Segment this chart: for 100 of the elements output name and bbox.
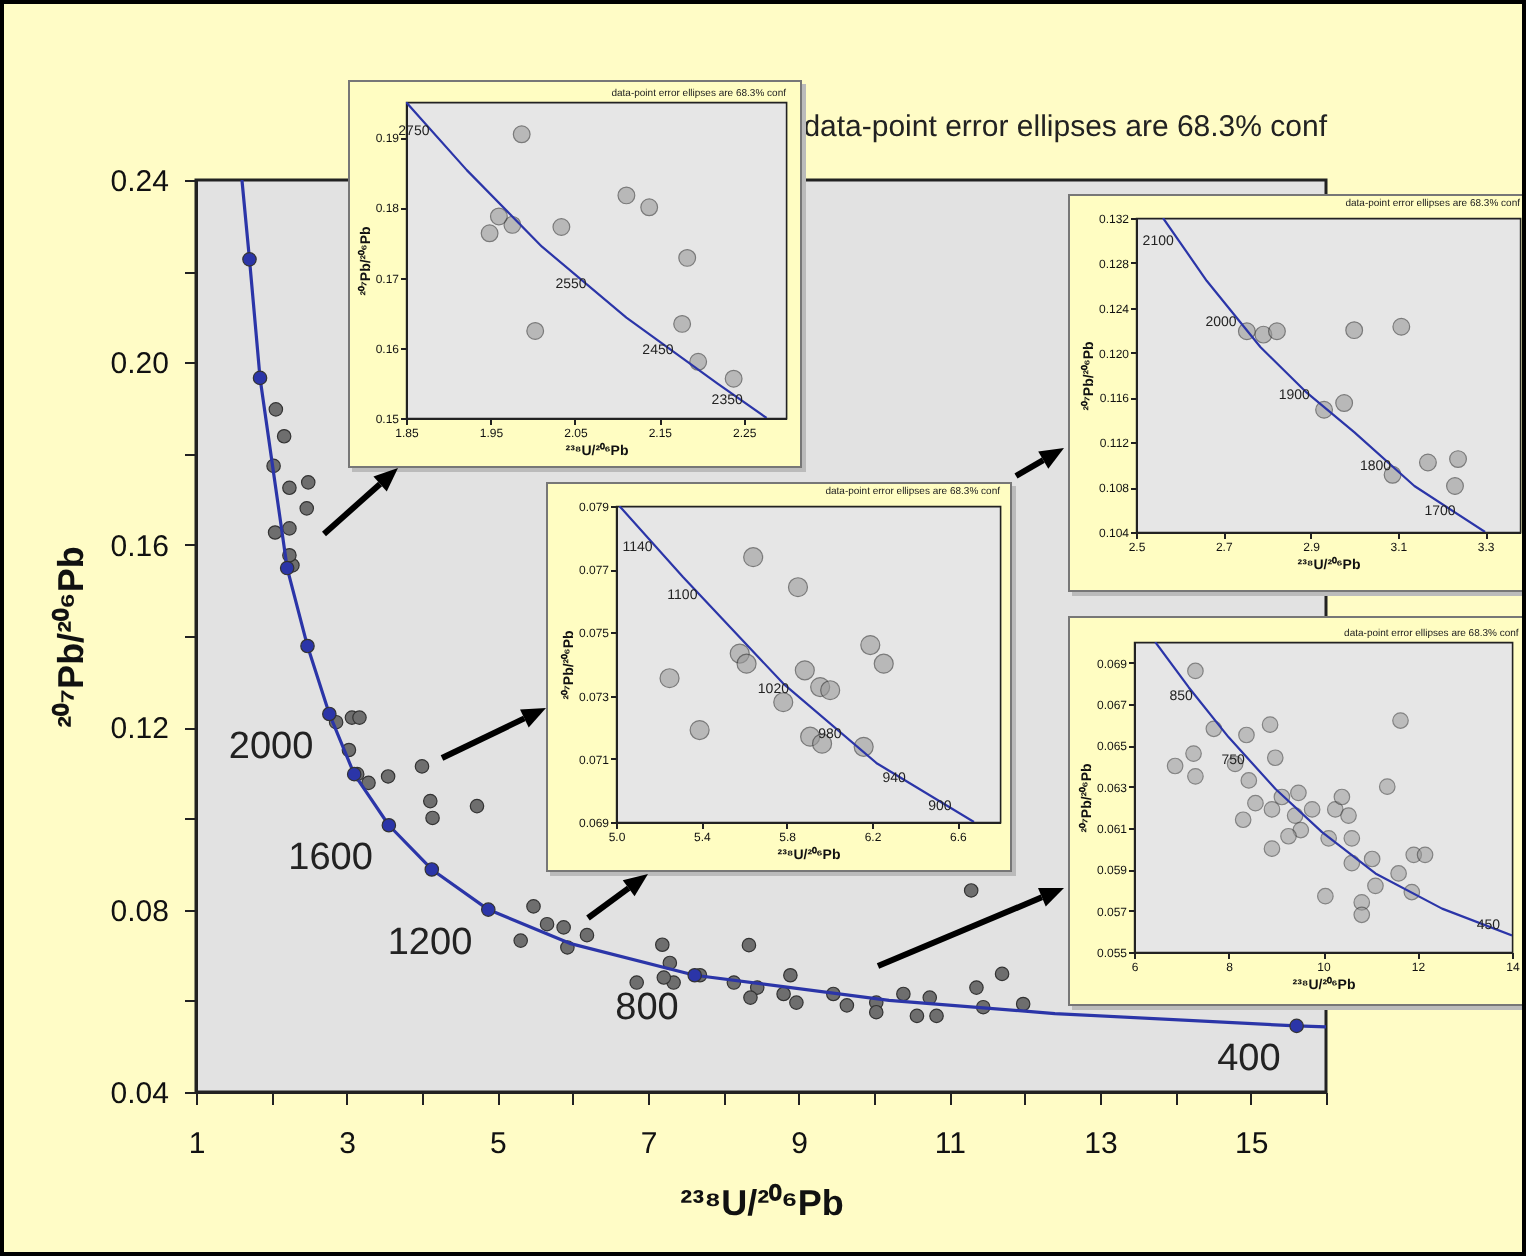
point [1266,749,1284,767]
point [300,475,316,490]
point [1238,726,1255,744]
point [868,1004,884,1020]
point [279,560,295,576]
x-tick-label: 7 [640,1127,658,1161]
y-tick-label: 0.24 [110,165,169,199]
point [794,660,815,681]
point [963,883,979,898]
point [299,501,315,516]
point [929,1008,944,1024]
point [673,314,692,333]
x-axis-title: ²³⁸U/²⁰⁶Pb [680,1183,844,1223]
point [659,668,680,689]
point [776,986,791,1002]
point [252,370,268,386]
point [655,937,670,953]
x-tick-label: 3 [339,1127,357,1161]
point [909,1008,925,1024]
y-tick-label: 0.20 [110,347,169,382]
point [526,899,541,914]
point [579,927,595,943]
point [1335,394,1354,412]
point [1247,794,1264,812]
point [276,428,292,444]
point [629,975,645,990]
point [282,480,297,496]
point [820,680,841,701]
point [1317,887,1334,905]
point [969,980,984,995]
point [352,710,367,725]
point [1418,453,1437,472]
point [1416,846,1434,864]
point [300,638,315,654]
point [268,402,284,417]
point [896,986,911,1002]
point [656,970,672,985]
y-tick-label: 0.04 [110,1077,169,1111]
point [1166,757,1184,775]
point [480,902,496,917]
point [1187,768,1204,785]
point [1363,850,1381,868]
point [1303,801,1321,818]
point [513,933,528,948]
point [414,759,430,774]
point [1345,321,1364,340]
point [789,995,804,1010]
point [1263,801,1281,818]
point [773,692,794,713]
point [1292,821,1310,839]
annotation: 2000 [228,725,314,768]
y-tick-label: 0.12 [110,712,169,747]
y-tick-label: 0.16 [110,529,169,564]
point [724,369,743,388]
point [552,218,571,236]
annotation: 1600 [288,837,373,880]
point [743,990,758,1005]
point [1390,865,1407,882]
point [1290,784,1307,802]
text: data-point error ellipses are 68.3% conf [803,110,1329,144]
point [1267,322,1286,341]
point [424,862,440,877]
point [1240,772,1258,789]
point [839,998,855,1013]
point [480,224,499,243]
point [1340,807,1357,824]
point [873,653,894,674]
x-tick-label: 15 [1234,1127,1269,1161]
point [1446,477,1464,495]
point [361,775,376,791]
point [422,793,438,809]
point [1392,317,1411,336]
point [994,966,1010,982]
point [556,920,571,935]
line-series [1154,642,1512,937]
point [267,525,283,540]
y-tick-label: 0.08 [110,894,169,929]
point [282,521,297,536]
x-tick-label: 9 [791,1127,809,1161]
point [1378,778,1396,795]
point [1261,716,1279,733]
point [1263,840,1281,857]
point [741,937,757,953]
point [1353,906,1371,924]
point [1015,996,1031,1012]
point [689,719,710,741]
point [322,706,337,722]
point [860,634,881,656]
point [469,798,485,814]
point [687,967,703,983]
point [678,248,697,267]
point [1289,1018,1304,1034]
point [512,125,531,144]
point [242,252,257,267]
y-axis-title: ²⁰⁷Pb/²⁰⁶Pb [50,546,91,728]
point [743,547,764,568]
annotation: 800 [615,987,679,1030]
point [380,769,396,784]
point [1367,877,1384,895]
point [1333,788,1351,806]
